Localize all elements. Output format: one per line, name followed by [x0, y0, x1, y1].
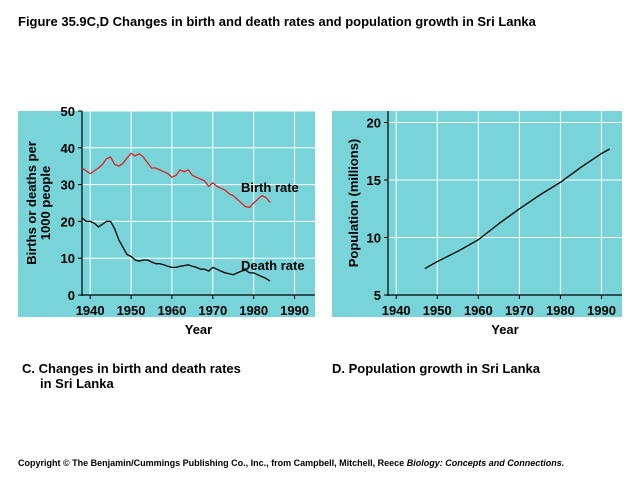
caption-c-line2: in Sri Lanka [40, 376, 114, 391]
panel-d-xtick-label-1990: 1990 [587, 303, 616, 318]
caption-c-line1: C. Changes in birth and death rates [22, 361, 241, 376]
panel-c-ytick-label-10: 10 [61, 251, 75, 266]
caption-panel-c: C. Changes in birth and death rates in S… [22, 361, 282, 391]
panel-c-ytick-label-0: 0 [68, 288, 75, 303]
panel-c-plot-background [18, 111, 315, 317]
panel-c-death-rate-line [81, 217, 271, 282]
panel-d-xtick-label-1950: 1950 [423, 303, 452, 318]
copyright-text: Copyright © The Benjamin/Cummings Publis… [18, 458, 405, 468]
panel-c-xtick-label-1970: 1970 [198, 303, 227, 318]
panel-c-ytick-label-40: 40 [61, 141, 75, 156]
panel-d-xtick-label-1940: 1940 [382, 303, 411, 318]
panel-c-xtick-label-1940: 1940 [76, 303, 105, 318]
panel-d-ylabel-line-1: Population (millions) [346, 139, 361, 268]
panel-c-xtick-label-1960: 1960 [157, 303, 186, 318]
panel-c-ytick-label-30: 30 [61, 178, 75, 193]
panel-c-ytick-label-20: 20 [61, 214, 75, 229]
copyright-notice: Copyright © The Benjamin/Cummings Publis… [18, 458, 564, 468]
panel-d-xtick-label-1970: 1970 [505, 303, 534, 318]
panel-d-ytick-label-5: 5 [374, 288, 381, 303]
panel-c-death-rate-label: Death rate [241, 258, 305, 273]
panel-c-ylabel-line-1: Births or deaths per [24, 141, 39, 265]
caption-panel-d: D. Population growth in Sri Lanka [332, 361, 541, 376]
panel-d-xlabel: Year [491, 322, 518, 337]
panel-d-ytick-label-15: 15 [367, 173, 381, 188]
panel-d-plot-background [332, 111, 622, 317]
panel-c-xtick-label-1980: 1980 [239, 303, 268, 318]
figure-title: Figure 35.9C,D Changes in birth and deat… [18, 14, 536, 29]
panel-c-birth-rate-label: Birth rate [241, 180, 299, 195]
panel-c-xtick-label-1990: 1990 [280, 303, 309, 318]
panel-c-xlabel: Year [185, 322, 212, 337]
panel-d-xtick-label-1960: 1960 [464, 303, 493, 318]
panel-c-birth-rate-line [81, 152, 271, 209]
copyright-book: Biology: Concepts and Connections. [406, 458, 565, 468]
panel-d-series-1-line [424, 148, 611, 270]
panel-d-xtick-label-1980: 1980 [546, 303, 575, 318]
panel-d-ytick-label-10: 10 [367, 231, 381, 246]
panel-c-ytick-label-50: 50 [61, 104, 75, 119]
panel-c-xtick-label-1950: 1950 [117, 303, 146, 318]
panel-d-ytick-label-20: 20 [367, 116, 381, 131]
panel-c-ylabel-line-2: 1000 people [38, 166, 53, 240]
